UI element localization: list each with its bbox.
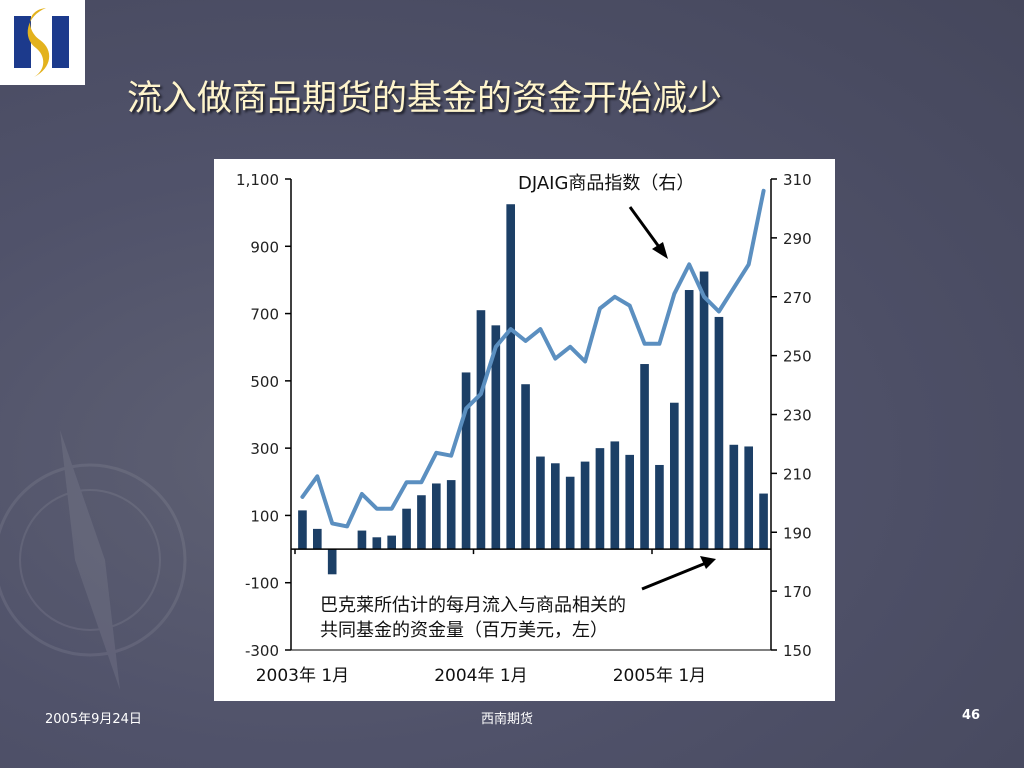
bar [327,549,337,575]
left-tick-label: -100 [245,575,279,593]
right-tick-label: 250 [783,348,812,366]
bar [431,483,441,550]
left-tick-label: 700 [250,306,279,324]
bar [669,402,679,550]
right-tick-label: 170 [783,583,812,601]
right-tick-label: 150 [783,642,812,660]
line-series [300,188,766,529]
bar [387,535,397,550]
bar [372,537,382,550]
bar [491,325,501,550]
right-tick-label: 310 [783,171,812,189]
flow-label-box [314,590,744,646]
left-tick-label: 500 [250,373,279,391]
company-logo-s-icon [14,8,69,77]
flow-annotation-line2: 共同基金的资金量（百万美元，左） [320,620,608,641]
bar [580,461,590,550]
bar [684,290,694,550]
right-tick-label: 290 [783,230,812,248]
bar [595,448,605,550]
footer-page-number: 46 [962,708,981,723]
index-arrow-shaft [628,206,664,252]
annotations: DJAIG商品指数（右） 巴克莱所估计的每月流入与商品相关的共同基金的资金量（百万… [314,173,744,646]
flow-arrow-head [700,556,716,569]
left-tick-label: -300 [245,642,279,660]
left-tick-label: 300 [250,440,279,458]
bar [744,446,754,550]
bar [476,310,486,550]
right-tick-label: 210 [783,465,812,483]
bar [699,271,709,550]
bar [550,463,560,550]
bar [312,528,322,550]
index-line [300,188,766,529]
chart-panel: -300 -100 100 300 500 700 900 1,100 150 170 190 21… [214,159,835,701]
bar [640,364,649,550]
right-tick-label: 270 [783,289,812,307]
left-tick-label: 100 [250,507,279,525]
bar [417,495,426,550]
bar-series [298,204,768,575]
x-tick-label: 2004年 1月 [434,666,527,686]
right-axis: 150 170 190 210 230 250 270 290 310 [770,171,812,660]
bar [610,441,620,550]
bar [536,456,545,550]
footer-company: 西南期货 [481,712,534,727]
bar [506,204,516,550]
x-tick-label: 2005年 1月 [613,666,706,686]
flow-annotation-line1: 巴克莱所估计的每月流入与商品相关的 [320,595,626,616]
bar [729,444,739,550]
company-logo [0,0,85,85]
flow-arrow-shaft [641,561,707,591]
bar [655,464,664,550]
right-tick-label: 190 [783,524,812,542]
footer-date: 2005年9月24日 [45,712,142,727]
bar [357,530,367,550]
right-tick-label: 230 [783,407,812,425]
left-axis: -300 -100 100 300 500 700 900 1,100 [236,171,292,660]
bar [446,480,456,550]
bar [461,372,471,550]
x-axis: 2003年 1月 2004年 1月 2005年 1月 [256,548,771,686]
bar [298,510,307,550]
x-tick-label: 2003年 1月 [256,666,349,686]
bar [565,476,575,550]
index-annotation-label: DJAIG商品指数（右） [518,173,694,194]
index-arrow-head [652,242,668,259]
bar [625,454,635,550]
bar [759,493,768,550]
bar [402,508,411,550]
slide-title: 流入做商品期货的基金的资金开始减少 [127,79,723,119]
compass-watermark-icon [0,430,187,690]
left-tick-label: 1,100 [236,171,279,189]
bar [714,316,724,550]
left-tick-label: 900 [250,238,279,256]
bar [521,384,530,550]
fund-flow-chart: -300 -100 100 300 500 700 900 1,100 150 170 190 21… [236,171,812,686]
